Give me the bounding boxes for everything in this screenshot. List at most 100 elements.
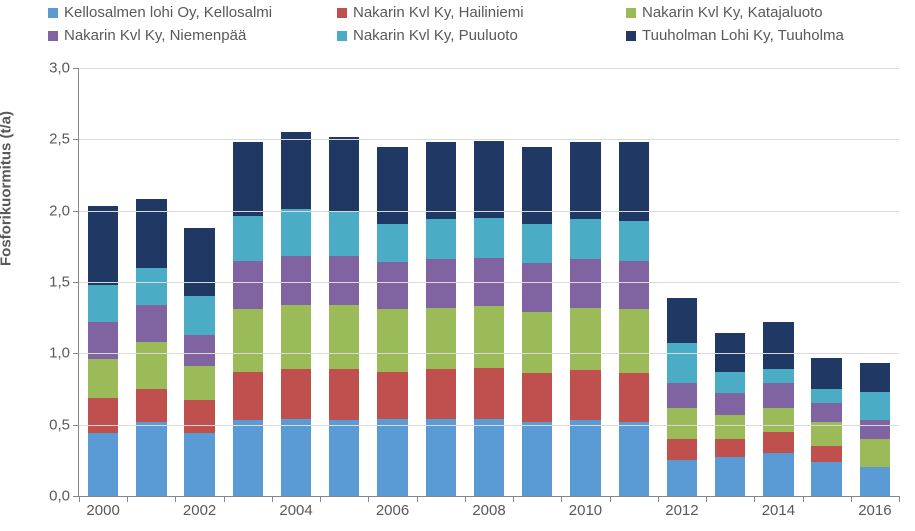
x-tick (417, 496, 418, 502)
bar-segment (860, 467, 890, 496)
grid-line (79, 139, 899, 140)
bar-segment (281, 132, 311, 209)
y-tick (73, 139, 79, 140)
y-tick-label: 1,0 (10, 345, 70, 362)
bar-segment (474, 141, 504, 218)
bar-segment (426, 142, 456, 219)
bar-segment (860, 420, 890, 439)
x-tick (127, 496, 128, 502)
x-tick (272, 496, 273, 502)
bar-group (426, 142, 456, 496)
bar-group (715, 333, 745, 496)
bar-segment (136, 199, 166, 267)
bar-group (377, 147, 407, 497)
bar-segment (763, 383, 793, 407)
x-tick (224, 496, 225, 502)
bar-segment (329, 256, 359, 305)
bar-segment (184, 400, 214, 433)
legend-label: Nakarin Kvl Ky, Hailiniemi (353, 4, 524, 21)
y-tick (73, 68, 79, 69)
bar-segment (619, 309, 649, 373)
bar-segment (233, 309, 263, 372)
bar-group (619, 142, 649, 496)
bar-segment (715, 457, 745, 496)
bar-segment (377, 309, 407, 372)
legend-item: Nakarin Kvl Ky, Puuluoto (337, 27, 616, 44)
bar-segment (715, 393, 745, 414)
bar-group (329, 137, 359, 496)
bar-segment (715, 439, 745, 458)
bar-segment (667, 408, 697, 439)
bar-segment (329, 137, 359, 211)
bar-segment (763, 432, 793, 453)
bar-group (136, 199, 166, 496)
bar-segment (426, 308, 456, 369)
bar-segment (184, 433, 214, 496)
bar-segment (233, 142, 263, 216)
x-tick (465, 496, 466, 502)
bar-segment (281, 209, 311, 256)
x-tick (754, 496, 755, 502)
legend-label: Tuuholman Lohi Ky, Tuuholma (642, 27, 844, 44)
y-tick-label: 1,5 (10, 274, 70, 291)
y-tick-label: 0,0 (10, 488, 70, 505)
legend-item: Tuuholman Lohi Ky, Tuuholma (626, 27, 905, 44)
phosphorus-load-chart: Kellosalmen lohi Oy, KellosalmiNakarin K… (0, 0, 915, 531)
bar-group (281, 132, 311, 496)
x-tick (851, 496, 852, 502)
legend-item: Nakarin Kvl Ky, Katajaluoto (626, 4, 905, 21)
bar-segment (281, 256, 311, 305)
grid-line (79, 211, 899, 212)
bar-segment (715, 372, 745, 393)
bar-segment (474, 368, 504, 419)
bar-segment (329, 420, 359, 496)
bar-segment (522, 263, 552, 312)
bar-segment (426, 219, 456, 259)
bar-segment (377, 419, 407, 496)
bar-segment (811, 389, 841, 403)
bar-segment (281, 369, 311, 419)
y-tick (73, 282, 79, 283)
bar-group (474, 141, 504, 496)
bar-group (522, 147, 552, 496)
bar-segment (184, 296, 214, 335)
legend-swatch (337, 31, 347, 41)
x-tick (175, 496, 176, 502)
x-tick-label: 2016 (858, 502, 891, 519)
bar-segment (426, 259, 456, 308)
y-tick (73, 211, 79, 212)
legend-label: Nakarin Kvl Ky, Katajaluoto (642, 4, 823, 21)
bar-segment (522, 312, 552, 373)
legend-swatch (626, 8, 636, 18)
bar-segment (136, 422, 166, 496)
legend-label: Nakarin Kvl Ky, Niemenpää (64, 27, 246, 44)
bar-segment (570, 370, 600, 420)
x-tick (513, 496, 514, 502)
bar-segment (667, 383, 697, 407)
bar-segment (233, 372, 263, 421)
bar-segment (619, 261, 649, 310)
legend: Kellosalmen lohi Oy, KellosalmiNakarin K… (48, 4, 905, 44)
bar-segment (619, 221, 649, 261)
y-tick-label: 2,5 (10, 131, 70, 148)
bar-segment (522, 224, 552, 264)
bar-segment (811, 358, 841, 389)
bar-segment (570, 259, 600, 308)
bar-segment (570, 308, 600, 371)
bar-segment (377, 224, 407, 263)
bar-segment (88, 433, 118, 496)
x-tick (658, 496, 659, 502)
bar-segment (329, 369, 359, 420)
bar-segment (88, 398, 118, 434)
bar-group (811, 358, 841, 496)
bar-segment (426, 369, 456, 419)
plot-area: 200020022004200620082010201220142016 (78, 68, 899, 497)
bar-segment (619, 373, 649, 422)
x-tick (368, 496, 369, 502)
legend-item: Nakarin Kvl Ky, Niemenpää (48, 27, 327, 44)
bar-segment (860, 439, 890, 468)
legend-swatch (337, 8, 347, 18)
bar-segment (763, 453, 793, 496)
bar-segment (184, 335, 214, 366)
x-tick (610, 496, 611, 502)
